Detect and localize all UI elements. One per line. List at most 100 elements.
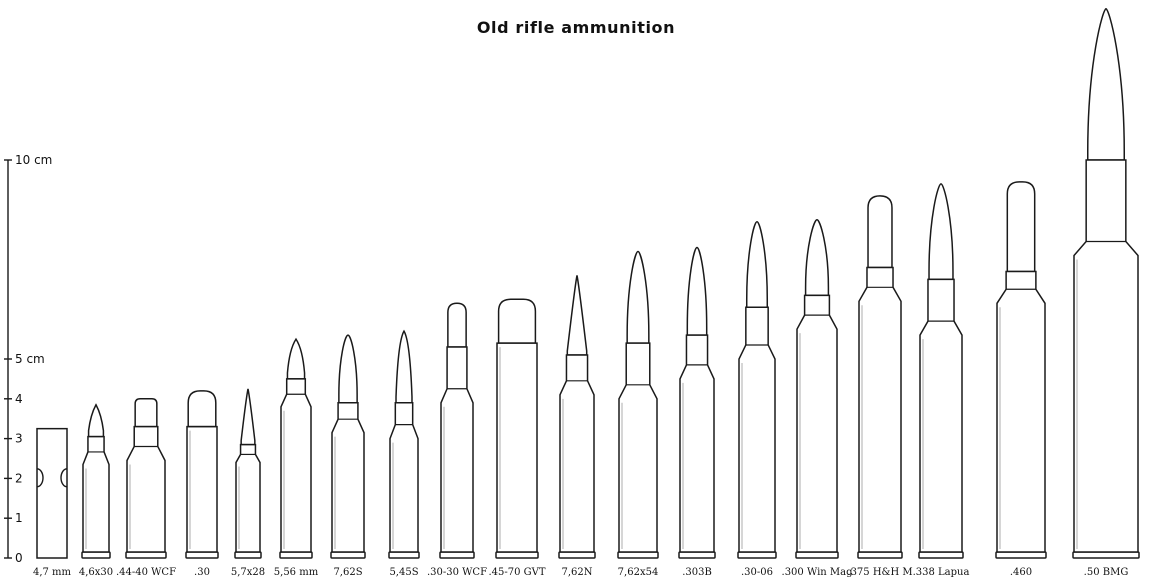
cartridge-label: 5,7x28 <box>231 567 265 578</box>
cartridge-case <box>738 306 776 553</box>
cartridge-rim <box>279 551 313 559</box>
cartridge-3: .44-40 WCF <box>116 398 176 578</box>
caseless-block <box>36 427 68 559</box>
cartridge-label: 5,45S <box>389 567 418 578</box>
scale-tick-label: 4 <box>15 392 23 406</box>
cartridge-label: .303B <box>682 567 712 578</box>
bullet <box>928 183 954 281</box>
cartridge-rim <box>795 551 839 559</box>
bullet <box>745 220 769 309</box>
cartridge-label: .30 <box>194 567 210 578</box>
cartridge-case <box>126 425 166 553</box>
cartridge-13: .303B <box>678 246 716 578</box>
cartridge-case <box>858 266 902 553</box>
cartridge-7: 7,62S <box>330 334 366 578</box>
cartridge-label: .30-30 WCF <box>427 567 487 578</box>
cartridge-rim <box>1072 551 1140 559</box>
scale-bar: 0 1 2 3 4 5 cm 10 cm <box>4 153 52 565</box>
cartridge-rim <box>737 551 777 559</box>
cartridge-case <box>618 342 658 553</box>
cartridge-label: .50 BMG <box>1084 567 1129 578</box>
cartridge-label: .375 H&H M <box>847 567 912 578</box>
cartridge-label: 5,56 mm <box>274 567 319 578</box>
scale-tick-label: 2 <box>15 471 23 485</box>
cartridge-rim <box>185 551 219 559</box>
caseless-notch-right <box>60 468 68 488</box>
cartridge-8: 5,45S <box>388 329 420 578</box>
cartridge-case <box>496 342 538 553</box>
cartridge-2: 4,6x30 <box>79 403 113 578</box>
cartridge-label: 7,62N <box>561 567 592 578</box>
cartridge-12: 7,62x54 <box>617 250 659 578</box>
bullet <box>1006 181 1036 273</box>
cartridge-label: 4,6x30 <box>79 567 113 578</box>
cartridge-18: .460 <box>995 181 1047 578</box>
cartridge-11: 7,62N <box>558 275 596 578</box>
scale-tick-label: 5 cm <box>15 352 45 366</box>
cartridge-label: .300 Win Mag <box>782 567 854 578</box>
bullet <box>338 334 358 404</box>
cartridge-case <box>440 346 474 553</box>
cartridge-17: .338 Lapua <box>913 183 970 578</box>
cartridge-case <box>235 443 261 553</box>
scale-tick-label: 0 <box>15 551 23 565</box>
scale-tick-label: 3 <box>15 432 23 446</box>
cartridge-9: .30-30 WCF <box>427 302 487 578</box>
cartridge-rim <box>234 551 262 559</box>
cartridge-case <box>186 425 218 553</box>
cartridge-rim <box>388 551 420 559</box>
bullet <box>187 390 217 428</box>
cartridge-5: 5,7x28 <box>231 388 265 578</box>
cartridge-4: .30 <box>185 390 219 578</box>
cartridge-rim <box>857 551 903 559</box>
cartridge-case <box>331 402 365 553</box>
bullet <box>867 195 893 269</box>
bullet <box>87 403 105 438</box>
bullet <box>1087 8 1125 161</box>
cartridge-rim <box>678 551 716 559</box>
cartridge-case <box>679 334 715 553</box>
cartridge-14: .30-06 <box>737 220 777 578</box>
caseless-notch-left <box>36 468 44 488</box>
cartridge-label: 7,62x54 <box>618 567 659 578</box>
bullet <box>240 388 256 446</box>
diagram-title: Old rifle ammunition <box>476 18 676 37</box>
cartridge-label: .45-70 GVT <box>488 567 545 578</box>
bullet <box>686 246 708 336</box>
bullet <box>286 337 306 380</box>
cartridge-10: .45-70 GVT <box>488 298 546 578</box>
cartridge-label: .30-06 <box>741 567 773 578</box>
bullet <box>566 275 588 356</box>
cartridge-case <box>1073 159 1139 553</box>
cartridge-label: .338 Lapua <box>913 567 970 578</box>
cartridge-case <box>996 270 1046 553</box>
scale-tick-label: 1 <box>15 511 23 525</box>
cartridge-rim <box>439 551 475 559</box>
cartridge-1: 4,7 mm <box>33 427 72 578</box>
bullet <box>497 298 537 344</box>
cartridge-6: 5,56 mm <box>274 337 319 578</box>
cartridge-rim <box>617 551 659 559</box>
cartridge-label: 7,62S <box>333 567 362 578</box>
cartridge-label: 4,7 mm <box>33 567 72 578</box>
cartridge-label: .460 <box>1010 567 1032 578</box>
cartridge-rim <box>125 551 167 559</box>
scale-tick-label: 10 cm <box>15 153 52 167</box>
bullet <box>447 302 467 348</box>
cartridge-case <box>82 435 110 553</box>
cartridge-rim <box>495 551 539 559</box>
cartridge-label: .44-40 WCF <box>116 567 176 578</box>
cartridge-16: .375 H&H M <box>847 195 913 578</box>
cartridge-case <box>796 294 838 553</box>
cartridge-19: .50 BMG <box>1072 8 1140 578</box>
bullet <box>134 398 158 428</box>
cartridge-case <box>280 378 312 553</box>
cartridge-15: .300 Win Mag <box>782 218 854 578</box>
cartridge-rim <box>330 551 366 559</box>
cartridge-case <box>919 278 963 553</box>
cartridge-rim <box>995 551 1047 559</box>
cartridge-case <box>389 402 419 553</box>
cartridge-case <box>559 354 595 553</box>
